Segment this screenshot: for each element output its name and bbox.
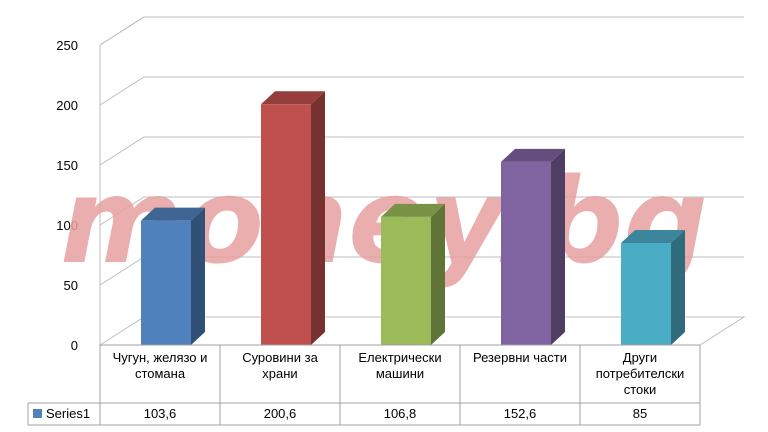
bar-side — [311, 91, 325, 345]
gridline — [99, 136, 744, 166]
bar — [381, 203, 445, 345]
y-tick-label: 200 — [56, 98, 78, 113]
category-label: Други потребителски стоки — [596, 350, 685, 397]
category-label-line: Чугун, желязо и — [113, 350, 208, 365]
y-tick-label: 0 — [71, 338, 78, 353]
bar-top — [261, 91, 325, 105]
bar-front — [501, 161, 551, 345]
bar-front — [261, 104, 311, 345]
category-label-line: Резервни части — [473, 350, 567, 365]
category-label-line: храни — [262, 366, 297, 381]
y-tick-label: 250 — [56, 38, 78, 53]
bar-front — [141, 220, 191, 345]
bar-side — [551, 148, 565, 345]
data-label: 103,6 — [144, 406, 177, 421]
legend-key — [33, 409, 42, 418]
gridline — [99, 76, 744, 106]
bar — [501, 148, 565, 345]
category-label-line: Други — [623, 350, 657, 365]
category-label: Суровини за храни — [242, 350, 318, 381]
bar-top — [141, 207, 205, 221]
category-label-line: машини — [376, 366, 424, 381]
bar — [141, 207, 205, 345]
category-label-line: стомана — [135, 366, 186, 381]
y-tick-label: 100 — [56, 218, 78, 233]
bar-front — [381, 216, 431, 345]
y-axis-ticks: 0 50 100 150 200 250 — [56, 38, 78, 353]
category-label-line: Суровини за — [242, 350, 318, 365]
bar — [621, 230, 685, 345]
data-table: Чугун, желязо и стомана Суровини за храни Ел… — [27, 344, 701, 426]
bar — [261, 91, 325, 345]
category-label: Резервни части — [473, 350, 567, 365]
bar-side — [191, 207, 205, 345]
category-label-line: потребителски — [596, 366, 685, 381]
y-tick-label: 50 — [64, 278, 78, 293]
bar-top — [621, 230, 685, 243]
data-label: 85 — [633, 406, 647, 421]
data-label: 200,6 — [264, 406, 297, 421]
bar-side — [671, 230, 685, 345]
category-label-line: стоки — [624, 382, 657, 397]
data-label: 152,6 — [504, 406, 537, 421]
gridline — [99, 16, 744, 46]
category-label: Чугун, желязо и стомана — [113, 350, 208, 381]
series-name: Series1 — [46, 406, 90, 421]
bar-top — [381, 203, 445, 217]
data-label: 106,8 — [384, 406, 417, 421]
bar-front — [621, 243, 671, 345]
bar-top — [501, 148, 565, 162]
bars — [141, 91, 685, 345]
category-label: Електрически машини — [358, 350, 441, 381]
category-label-line: Електрически — [358, 350, 441, 365]
bar-side — [431, 203, 445, 345]
y-tick-label: 150 — [56, 158, 78, 173]
